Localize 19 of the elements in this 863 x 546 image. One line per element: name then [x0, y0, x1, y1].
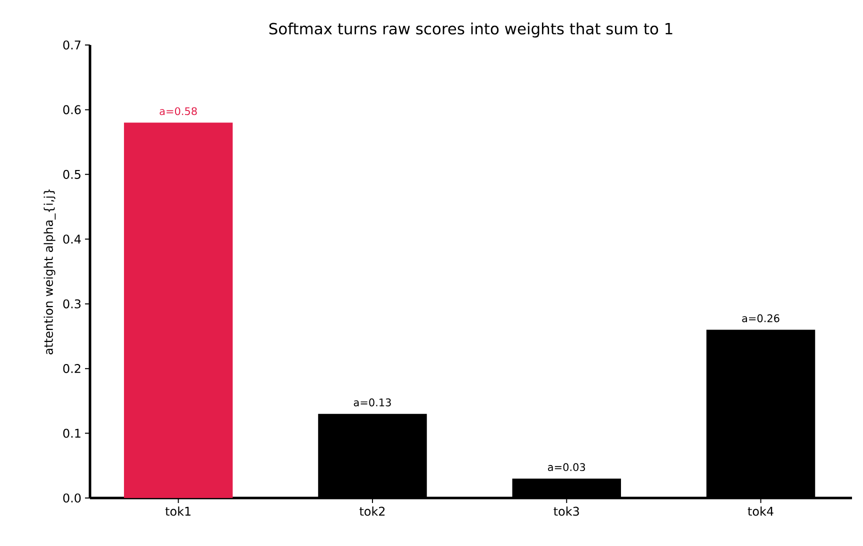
y-tick-label: 0.5 — [63, 170, 80, 179]
data-label: a=0.26 — [742, 314, 780, 322]
y-tick-label: 0.1 — [63, 428, 80, 438]
chart-title: Softmax turns raw scores into weights that sum to 1 — [269, 22, 672, 38]
x-tick-label: tok3 — [554, 506, 579, 516]
y-tick-label: 0.2 — [63, 364, 80, 374]
y-tick-label: 0.7 — [63, 40, 80, 50]
y-tick-label: 0.0 — [63, 493, 81, 503]
y-tick-label: 0.4 — [63, 234, 81, 244]
x-tick-label: tok4 — [748, 506, 774, 516]
y-axis-title: attention weight alpha_{i,j} — [44, 189, 56, 354]
x-tick-label: tok1 — [165, 506, 190, 516]
y-tick-label: 0.6 — [63, 105, 81, 114]
bar — [124, 122, 233, 498]
y-tick-label: 0.3 — [63, 299, 81, 308]
x-tick-label: tok2 — [360, 506, 385, 516]
data-label: a=0.58 — [160, 107, 197, 116]
data-label: a=0.13 — [354, 398, 391, 406]
data-label: a=0.03 — [548, 463, 586, 472]
